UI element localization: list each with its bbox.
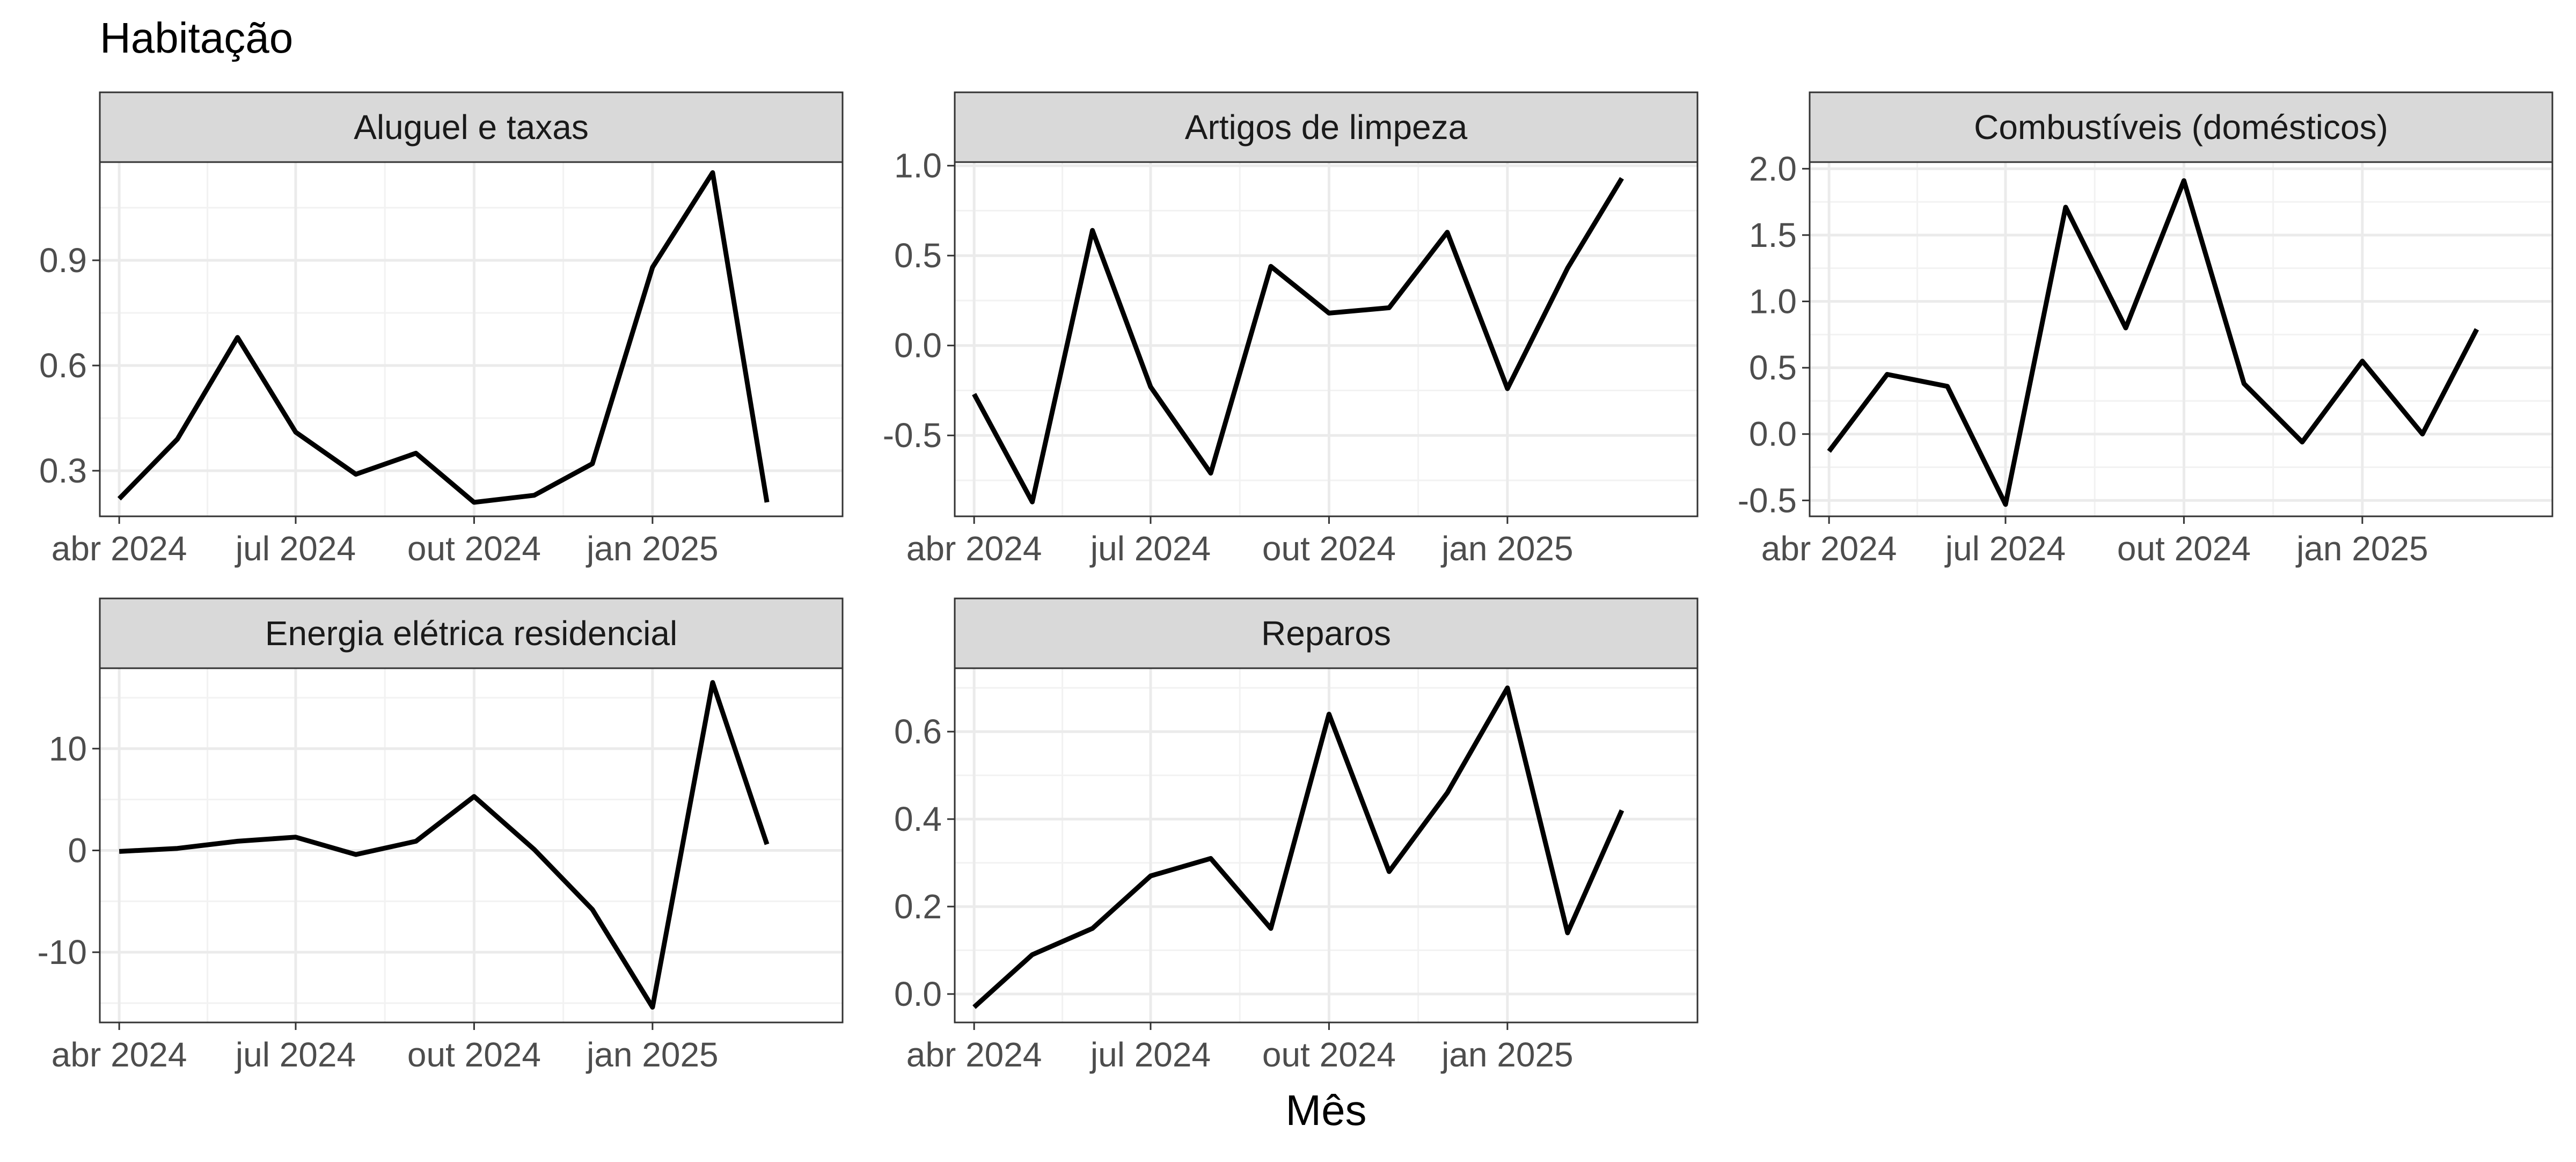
plot-area — [100, 162, 843, 516]
facet-strip-label: Reparos — [1261, 614, 1391, 653]
x-tick-label: abr 2024 — [52, 1035, 187, 1074]
facet-strip — [954, 597, 1699, 669]
facet-strip-label: Artigos de limpeza — [1185, 108, 1468, 147]
y-tick-label: 0.5 — [894, 236, 942, 275]
x-tick-label: abr 2024 — [52, 529, 187, 568]
y-tick-label: 0.3 — [39, 451, 87, 490]
y-tick-label: 0.5 — [1749, 348, 1797, 387]
plot-area — [1810, 162, 2552, 516]
facet-panel: Reparos 0.0 0.2 0.4 0.6 abr 2024 jul 2024 out 2… — [894, 597, 1699, 1074]
y-tick-label: 0.9 — [39, 241, 87, 280]
panel-border — [1809, 161, 2553, 517]
x-tick-label: jan 2025 — [2295, 529, 2428, 568]
x-tick-label: jan 2025 — [1440, 529, 1574, 568]
x-tick-label: out 2024 — [1262, 529, 1396, 568]
x-tick-label: abr 2024 — [906, 529, 1042, 568]
y-tick-label: 1.0 — [894, 147, 942, 185]
x-tick-label: jan 2025 — [586, 1035, 719, 1074]
plot-area — [955, 162, 1697, 516]
y-tick-label: 1.0 — [1749, 282, 1797, 321]
x-tick-label: jul 2024 — [1089, 529, 1211, 568]
x-axis-title: Mês — [1285, 1086, 1366, 1134]
y-tick-label: 2.0 — [1749, 149, 1797, 188]
y-tick-label: 0.6 — [39, 346, 87, 385]
y-tick-label: 0.0 — [1749, 415, 1797, 454]
facet-strip-label: Aluguel e taxas — [354, 108, 589, 147]
x-tick-label: jul 2024 — [1944, 529, 2066, 568]
series-line — [119, 680, 770, 1010]
series-line — [972, 685, 1624, 1009]
panel-border — [954, 667, 1699, 1024]
y-tick-label: -0.5 — [883, 416, 942, 455]
y-tick-label: 0.6 — [894, 712, 942, 751]
x-tick-label: jan 2025 — [1440, 1035, 1574, 1074]
y-tick-label: 0.0 — [894, 326, 942, 365]
facet-strip — [99, 597, 844, 669]
facet-panel: Combustíveis (domésticos) -0.5 0.0 0.5 1.0 1.… — [1738, 91, 2553, 568]
x-tick-label: out 2024 — [2117, 529, 2251, 568]
facet-strip-label: Combustíveis (domésticos) — [1974, 108, 2388, 147]
x-tick-label: out 2024 — [407, 529, 541, 568]
page-title: Habitação — [100, 14, 293, 62]
series-line — [972, 177, 1624, 505]
x-tick-label: jul 2024 — [235, 529, 356, 568]
x-tick-label: jul 2024 — [1089, 1035, 1211, 1074]
x-tick-label: abr 2024 — [906, 1035, 1042, 1074]
panel-border — [99, 161, 844, 517]
facet-panel: Aluguel e taxas 0.3 0.6 0.9 abr 2024 jul 2024… — [39, 91, 844, 568]
facet-strip-label: Energia elétrica residencial — [265, 614, 677, 653]
facet-strip — [954, 91, 1699, 163]
x-tick-label: out 2024 — [1262, 1035, 1396, 1074]
series-line — [1827, 178, 2479, 507]
facet-strip — [99, 91, 844, 163]
facet-panel: Artigos de limpeza -0.5 0.0 0.5 1.0 abr 2024 j… — [883, 91, 1699, 568]
x-tick-label: jan 2025 — [586, 529, 719, 568]
y-tick-label: 0.4 — [894, 800, 942, 838]
facet-panel: Energia elétrica residencial -10 0 10 abr 20… — [38, 597, 844, 1074]
x-tick-label: out 2024 — [407, 1035, 541, 1074]
y-tick-label: -10 — [38, 933, 87, 971]
series-line — [117, 170, 770, 505]
y-tick-label: -0.5 — [1738, 481, 1797, 520]
panel-border — [954, 161, 1699, 517]
y-tick-label: 0.0 — [894, 975, 942, 1013]
panel-border — [99, 667, 844, 1024]
y-tick-label: 1.5 — [1749, 216, 1797, 254]
y-tick-label: 0.2 — [894, 887, 942, 926]
y-tick-label: 10 — [49, 729, 87, 768]
facet-strip — [1809, 91, 2553, 163]
y-tick-label: 0 — [68, 831, 87, 869]
x-tick-label: abr 2024 — [1761, 529, 1897, 568]
x-tick-label: jul 2024 — [235, 1035, 356, 1074]
